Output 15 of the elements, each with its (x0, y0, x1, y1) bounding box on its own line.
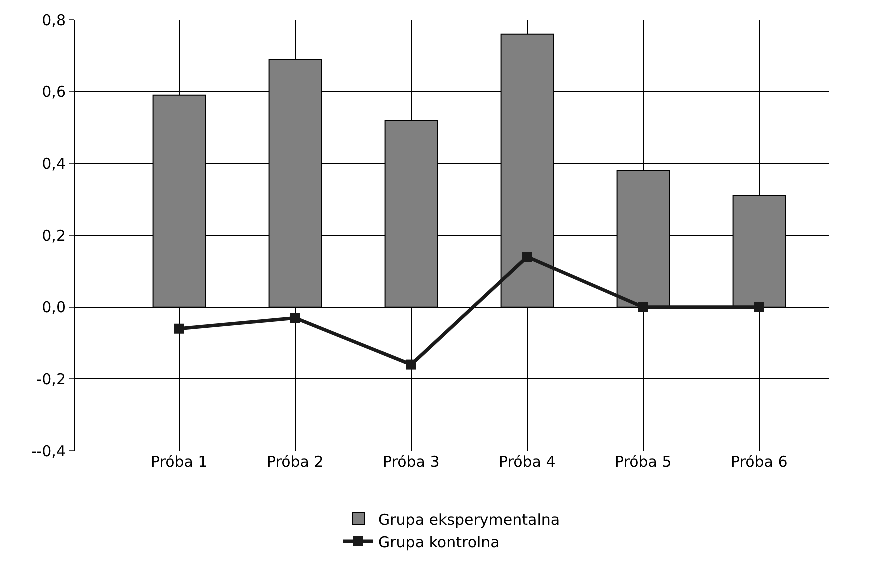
x-tick-label: Próba 6 (730, 453, 788, 471)
y-tick-label: 0,8 (42, 11, 66, 30)
x-tick-label: Próba 3 (382, 453, 440, 471)
y-tick-label: --0,4 (31, 442, 66, 460)
y-tick-label: 0,6 (42, 83, 66, 102)
legend-label: Grupa kontrolna (378, 533, 500, 552)
x-tick-label: Próba 4 (498, 453, 556, 471)
x-tick-label: Próba 1 (150, 453, 208, 471)
legend-label: Grupa eksperymentalna (378, 510, 560, 529)
y-tick-label: 0,0 (42, 298, 66, 317)
x-tick-label: Próba 2 (266, 453, 324, 471)
x-tick-label: Próba 5 (614, 453, 672, 471)
y-tick-label: -0,2 (36, 370, 66, 388)
y-tick-label: 0,2 (42, 226, 66, 245)
y-tick-label: 0,4 (42, 154, 66, 173)
